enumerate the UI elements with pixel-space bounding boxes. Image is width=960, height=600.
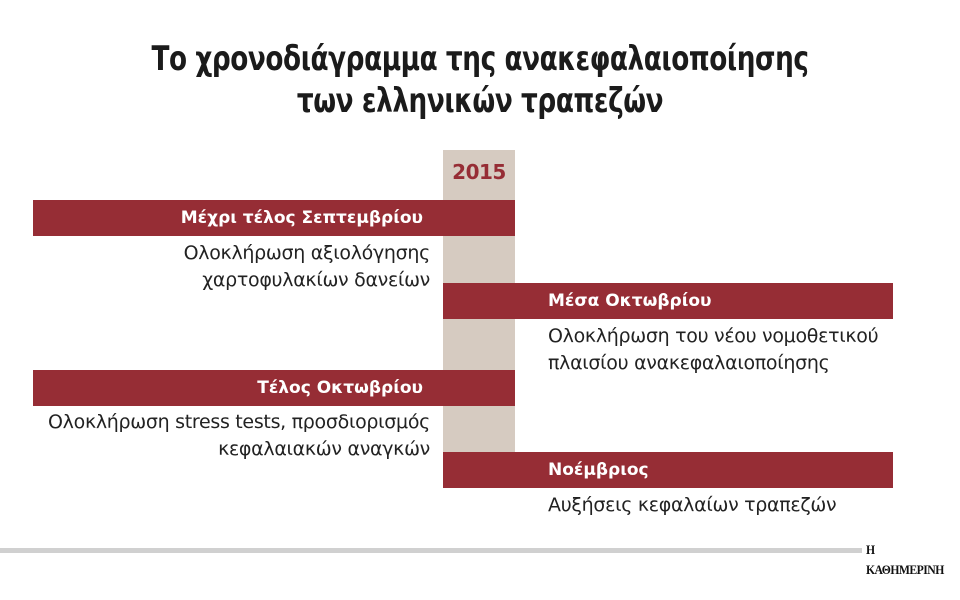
event-description-mid-october: Ολοκλήρωση του νέου νομοθετικού πλαισίου…: [548, 323, 879, 377]
description-line: χαρτοφυλακίων δανείων: [202, 269, 430, 291]
event-description-end-september: Ολοκλήρωση αξιολόγησης χαρτοφυλακίων δαν…: [183, 240, 431, 294]
description-line: Ολοκλήρωση αξιολόγησης: [183, 242, 431, 264]
page-title: Το χρονοδιάγραμμα της ανακεφαλαιοποίησης…: [67, 38, 893, 122]
event-bar-end-september: Μέχρι τέλος Σεπτεμβρίου: [33, 200, 515, 236]
event-bar-mid-october: Μέσα Οκτωβρίου: [443, 283, 893, 319]
description-line: πλαισίου ανακεφαλαιοποίησης: [548, 352, 830, 374]
description-line: κεφαλαιακών αναγκών: [218, 438, 430, 460]
event-bar-end-october: Τέλος Οκτωβρίου: [33, 370, 515, 406]
description-line: Αυξήσεις κεφαλαίων τραπεζών: [548, 494, 837, 516]
description-line: Ολοκλήρωση stress tests, προσδιορισμός: [48, 411, 430, 433]
year-label: 2015: [452, 160, 506, 184]
title-line-1: Το χρονοδιάγραμμα της ανακεφαλαιοποίησης: [151, 39, 809, 79]
description-line: Ολοκλήρωση του νέου νομοθετικού: [548, 325, 879, 347]
event-description-end-october: Ολοκλήρωση stress tests, προσδιορισμός κ…: [48, 409, 430, 463]
event-bar-november: Νοέμβριος: [443, 452, 893, 488]
title-line-2: των ελληνικών τραπεζών: [296, 81, 664, 121]
publisher-logo: Η ΚΑΘΗΜΕΡΙΝΗ: [866, 542, 944, 577]
event-description-november: Αυξήσεις κεφαλαίων τραπεζών: [548, 492, 837, 519]
footer-divider: [0, 548, 862, 553]
